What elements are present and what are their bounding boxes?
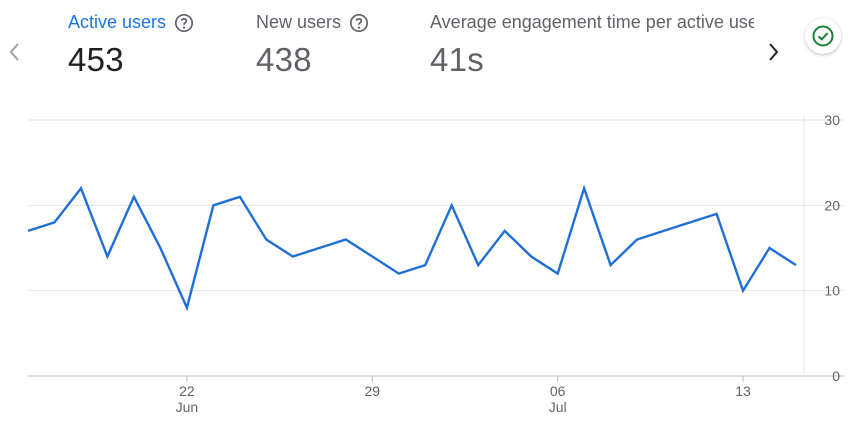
chevron-right-icon — [769, 43, 779, 61]
x-tick-label: 29 — [364, 383, 380, 399]
y-tick-label: 20 — [824, 197, 840, 213]
chevron-left-icon — [9, 43, 19, 61]
x-tick-label: 13 — [735, 383, 751, 399]
metric-card-new-users[interactable]: New users 438 — [256, 12, 369, 79]
x-tick-month-label: Jun — [176, 399, 199, 415]
metric-label: Active users — [68, 12, 194, 33]
metric-value: 453 — [68, 41, 124, 78]
x-tick-month-label: Jul — [549, 399, 567, 415]
metric-value: 438 — [256, 41, 312, 78]
metric-label-text: Average engagement time per active user — [430, 12, 754, 32]
check-circle-icon — [812, 25, 834, 47]
help-circle-icon[interactable] — [174, 13, 194, 33]
y-tick-label: 10 — [824, 283, 840, 299]
y-tick-label: 30 — [824, 112, 840, 128]
status-badge[interactable] — [805, 18, 841, 54]
metric-label-text: Active users — [68, 12, 167, 32]
metric-value: 41s — [430, 41, 485, 78]
y-tick-label: 0 — [832, 368, 840, 384]
series-line — [27, 184, 797, 312]
metric-card-average-engagement-time[interactable]: Average engagement time per active user … — [430, 12, 754, 79]
previous-metrics-button[interactable] — [2, 36, 26, 68]
help-circle-icon[interactable] — [349, 13, 369, 33]
x-tick-label: 06 — [550, 383, 566, 399]
metric-card-active-users[interactable]: Active users 453 — [68, 12, 194, 79]
x-tick-label: 22 — [179, 383, 195, 399]
metric-label: Average engagement time per active user — [430, 12, 754, 33]
metric-label-text: New users — [256, 12, 342, 32]
next-metrics-button[interactable] — [762, 36, 786, 68]
metric-label: New users — [256, 12, 369, 33]
